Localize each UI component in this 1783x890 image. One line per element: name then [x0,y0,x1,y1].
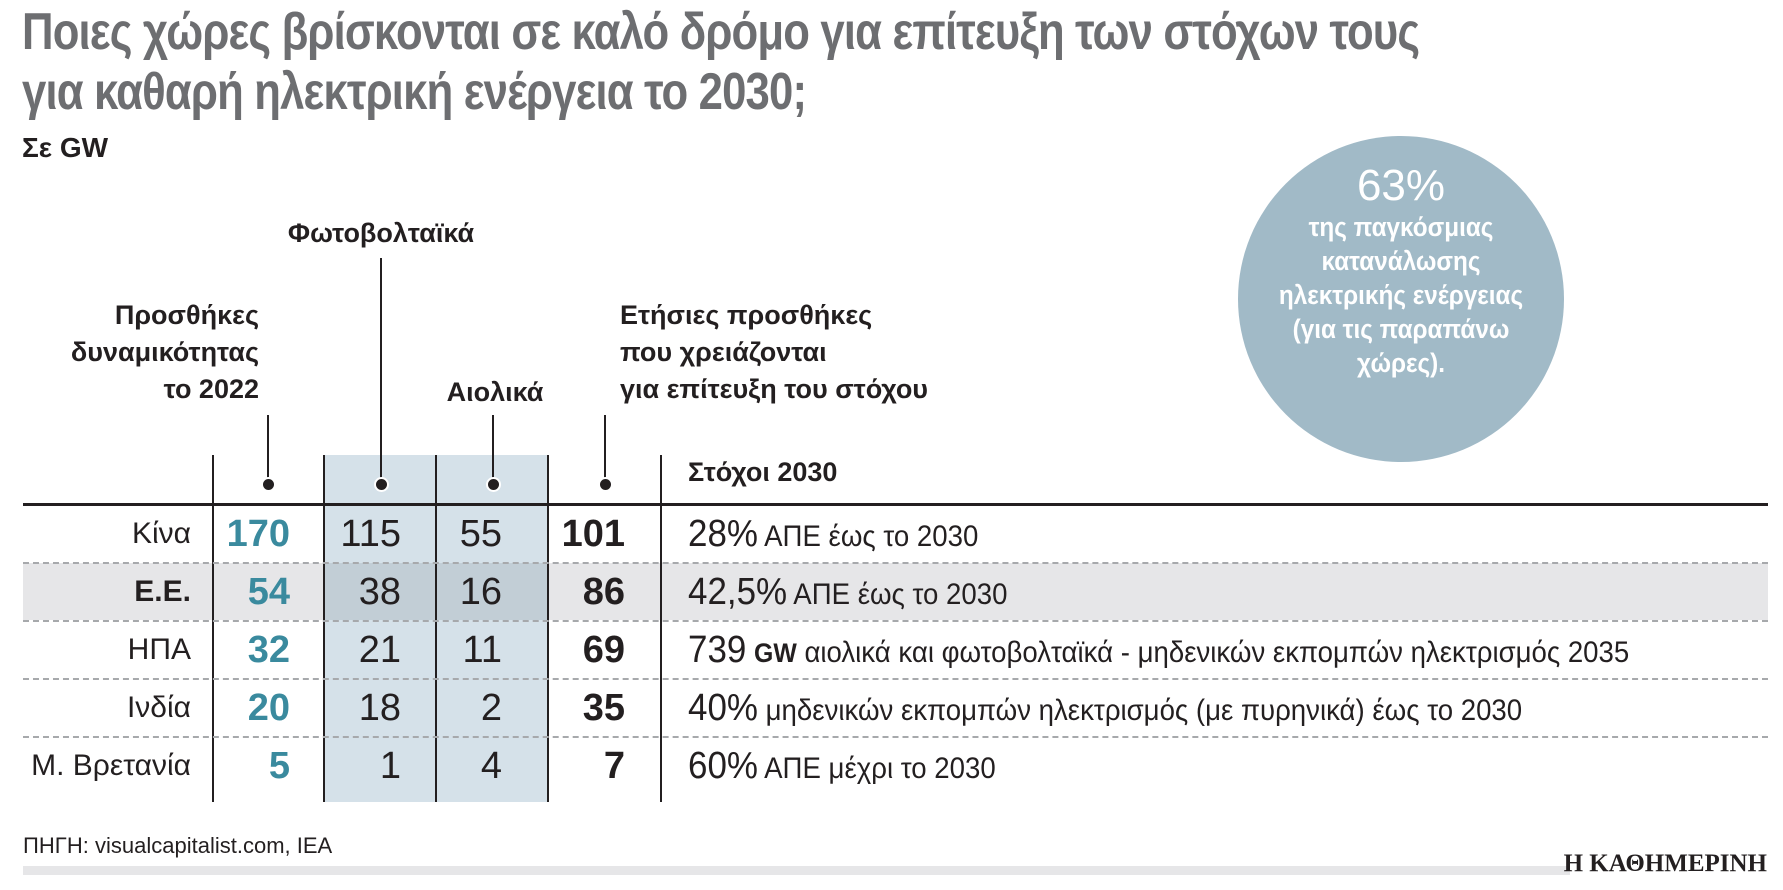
target-value: 28% [688,513,758,555]
table-row: Ε.Ε. 54 38 16 86 42,5% ΑΠΕ έως το 2030 [23,563,1768,621]
title-line-1: Ποιες χώρες βρίσκονται σε καλό δρόμο για… [22,3,1420,61]
row-divider [23,678,1768,680]
table-row: Μ. Βρετανία 5 1 4 7 60% ΑΠΕ μέχρι το 2030 [23,737,1768,795]
value-additions-2022: 20 [247,687,290,729]
target-text: 60% ΑΠΕ μέχρι το 2030 [688,737,996,798]
header-line: το 2022 [163,374,259,404]
row-divider [23,562,1768,564]
target-description: ΑΠΕ έως το 2030 [793,578,1008,611]
logo: Η ΚΑΘΗΜΕΡΙΝΗ [1563,850,1767,877]
table-row: Κίνα 170 115 55 101 28% ΑΠΕ έως το 2030 [23,505,1768,563]
callout-line: ηλεκτρικής ενέργειας [1278,280,1524,310]
target-unit: GW [754,638,797,668]
callout-line: (για τις παραπάνω [1292,314,1510,344]
value-solar: 38 [358,571,401,613]
value-additions-2022: 170 [226,513,290,555]
header-line: Ετήσιες προσθήκες [620,300,873,330]
value-annual-needed: 86 [582,571,625,613]
table-row: Ινδία 20 18 2 35 40% μηδενικών εκπομπών ηλεκτ… [23,679,1768,737]
header-line: που χρειάζονται [620,337,827,367]
column-divider [547,455,549,802]
header-line: Προσθήκες [114,300,259,330]
target-value: 42,5% [688,571,788,613]
leader-dot [261,477,276,492]
title-line-2: για καθαρή ηλεκτρική ενέργεια το 2030; [22,63,807,121]
value-solar: 21 [358,629,401,671]
value-wind: 55 [459,513,502,555]
target-text: 42,5% ΑΠΕ έως το 2030 [688,563,1007,624]
value-wind: 11 [462,629,502,671]
country-label: ΗΠΑ [127,633,191,666]
value-additions-2022: 32 [247,629,290,671]
column-divider [212,455,214,802]
country-label: Μ. Βρετανία [31,749,191,782]
callout-line: κατανάλωσης [1321,246,1481,276]
chart-title: Ποιες χώρες βρίσκονται σε καλό δρόμο για… [22,2,1685,122]
leader-dot [598,477,613,492]
value-wind: 2 [480,687,502,729]
target-text: 739 GW αιολικά και φωτοβολταϊκά - μηδενι… [688,621,1629,682]
row-divider [23,736,1768,738]
leader-line [492,415,494,483]
callout-line: της παγκόσμιας [1308,212,1494,242]
target-description: μηδενικών εκπομπών ηλεκτρισμός (με πυρην… [765,694,1523,727]
target-value: 60% [688,745,758,787]
target-description: αιολικά και φωτοβολταϊκά - μηδενικών εκπ… [804,636,1630,669]
leader-line [267,415,269,483]
value-annual-needed: 69 [582,629,625,671]
value-additions-2022: 54 [247,571,290,613]
target-text: 28% ΑΠΕ έως το 2030 [688,505,978,566]
column-divider [660,455,662,802]
target-description: ΑΠΕ μέχρι το 2030 [764,752,996,785]
source-note: ΠΗΓΗ: visualcapitalist.com, IEA [23,833,333,858]
value-additions-2022: 5 [268,745,290,787]
callout-line: χώρες). [1356,348,1446,378]
country-label: Ε.Ε. [134,575,191,608]
value-wind: 4 [480,745,502,787]
country-label: Κίνα [131,517,191,550]
header-wind: Αιολικά [446,377,544,407]
column-divider [435,455,437,802]
target-value: 739 [688,629,747,671]
callout-circle: 63% της παγκόσμιας κατανάλωσης ηλεκτρική… [1238,136,1564,462]
row-divider [23,620,1768,622]
header-targets: Στόχοι 2030 [688,457,838,487]
header-line: για επίτευξη του στόχου [620,374,929,404]
callout-value: 63% [1356,161,1446,210]
value-solar: 1 [379,745,401,787]
leader-dot [486,477,501,492]
value-annual-needed: 101 [561,513,625,555]
leader-line [380,258,382,483]
unit-subtitle: Σε GW [22,132,109,163]
target-description: ΑΠΕ έως το 2030 [764,520,979,553]
header-line: δυναμικότητας [70,337,259,367]
callout-text: της παγκόσμιας κατανάλωσης ηλεκτρικής εν… [1238,210,1564,380]
value-annual-needed: 35 [582,687,625,729]
value-solar: 18 [358,687,401,729]
column-divider [323,455,325,802]
value-annual-needed: 7 [603,745,625,787]
leader-line [604,415,606,483]
country-label: Ινδία [126,691,191,724]
value-wind: 16 [459,571,502,613]
header-rule [23,503,1768,506]
highlight-row-bg [23,563,1768,620]
header-annual-needed: Ετήσιες προσθήκες που χρειάζονται για επ… [620,297,928,408]
value-solar: 115 [340,513,401,555]
footer-bar [23,866,1570,875]
target-value: 40% [688,687,758,729]
target-text: 40% μηδενικών εκπομπών ηλεκτρισμός (με π… [688,679,1522,740]
header-additions-2022: Προσθήκες δυναμικότητας το 2022 [71,297,259,408]
leader-dot [374,477,389,492]
table-row: ΗΠΑ 32 21 11 69 739 GW αιολικά και φωτοβολταϊ… [23,621,1768,679]
header-solar: Φωτοβολταϊκά [287,218,475,248]
